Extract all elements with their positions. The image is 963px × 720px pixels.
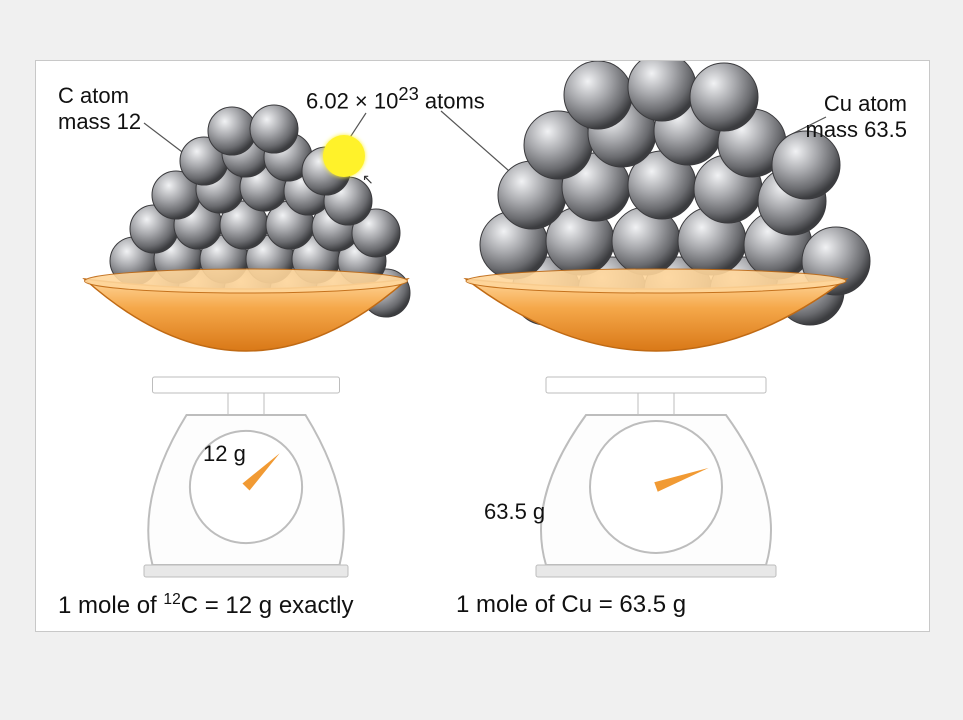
svg-layer xyxy=(36,61,929,631)
copper-atom-line1: Cu atom xyxy=(806,91,908,117)
avogadro-prefix: 6.02 × 10 xyxy=(306,88,398,113)
left-caption-super: 12 xyxy=(163,591,180,608)
avogadro-exponent: 23 xyxy=(398,83,418,104)
diagram-stage: ↖ 6.02 × 1023 atoms C atom mass 12 Cu at… xyxy=(36,61,929,631)
avogadro-label: 6.02 × 1023 atoms xyxy=(306,83,485,115)
copper-atom-label: Cu atom mass 63.5 xyxy=(806,91,908,144)
carbon-scale-assembly xyxy=(85,269,408,577)
copper-atom-line2: mass 63.5 xyxy=(806,117,908,143)
carbon-atom-line2: mass 12 xyxy=(58,109,141,135)
carbon-atom-label: C atom mass 12 xyxy=(58,83,141,136)
left-scale-reading: 12 g xyxy=(203,441,246,467)
diagram-frame: ↖ 6.02 × 1023 atoms C atom mass 12 Cu at… xyxy=(35,60,930,632)
left-caption: 1 mole of 12C = 12 g exactly xyxy=(58,591,354,620)
left-caption-mid: C = 12 g exactly xyxy=(181,592,354,619)
copper-scale-assembly xyxy=(466,269,846,577)
left-caption-prefix: 1 mole of xyxy=(58,592,163,619)
avogadro-suffix: atoms xyxy=(419,88,485,113)
highlight-circle xyxy=(323,135,365,177)
carbon-atom-line1: C atom xyxy=(58,83,141,109)
right-caption: 1 mole of Cu = 63.5 g xyxy=(456,591,686,619)
right-scale-reading: 63.5 g xyxy=(484,499,545,525)
